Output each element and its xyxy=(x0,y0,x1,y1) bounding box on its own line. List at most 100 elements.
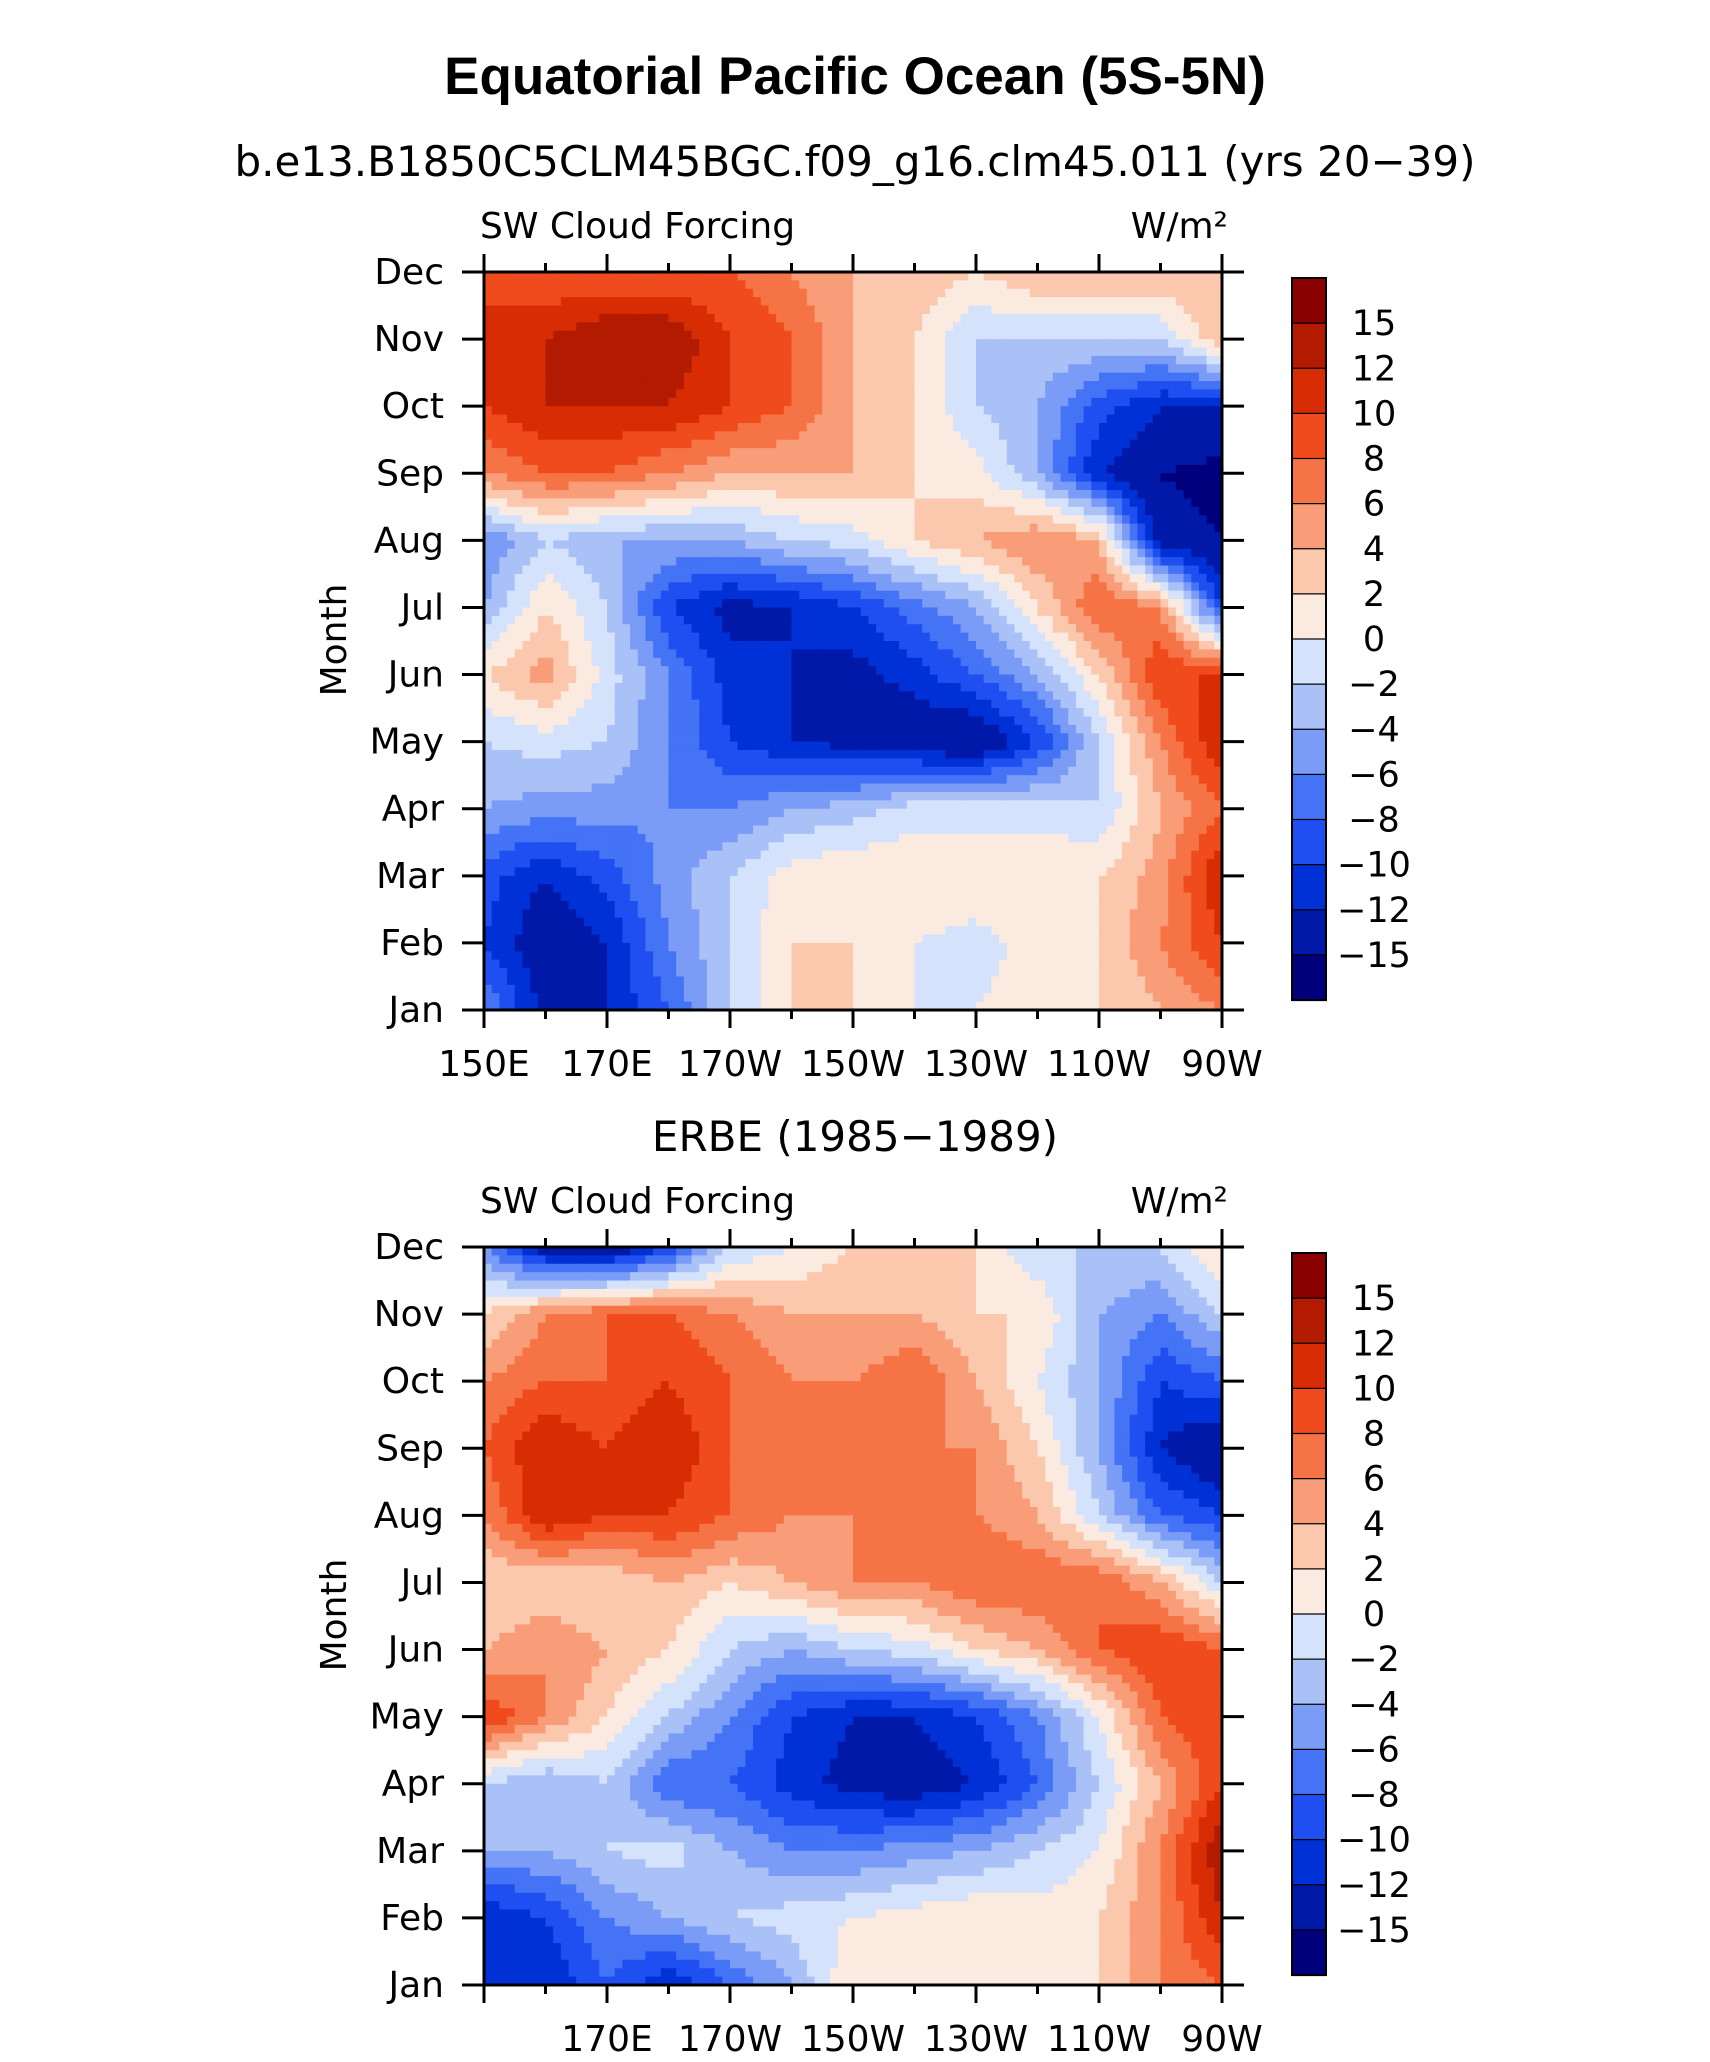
heatmap-cell xyxy=(853,582,862,592)
heatmap-cell xyxy=(1068,506,1077,516)
heatmap-cell xyxy=(1060,523,1069,533)
heatmap-cell xyxy=(1091,615,1100,625)
heatmap-cell xyxy=(630,305,639,315)
heatmap-cell xyxy=(1099,288,1108,298)
heatmap-cell xyxy=(530,347,539,357)
heatmap-cell xyxy=(1122,473,1131,483)
heatmap-cell xyxy=(1137,590,1146,600)
heatmap-cell xyxy=(607,414,616,424)
heatmap-cell xyxy=(1022,422,1031,432)
heatmap-cell xyxy=(484,406,493,416)
heatmap-cell xyxy=(1068,649,1077,659)
heatmap-cell xyxy=(576,490,585,500)
heatmap-cell xyxy=(630,565,639,575)
heatmap-cell xyxy=(1114,406,1123,416)
heatmap-cell xyxy=(653,397,662,407)
heatmap-cell xyxy=(853,464,862,474)
heatmap-cell xyxy=(891,632,900,642)
heatmap-cell xyxy=(952,573,962,583)
heatmap-cell xyxy=(530,297,539,307)
heatmap-cell xyxy=(891,699,900,709)
heatmap-cell xyxy=(530,305,539,315)
heatmap-cell xyxy=(860,682,869,692)
heatmap-cell xyxy=(952,531,962,541)
heatmap-cell xyxy=(522,506,531,516)
heatmap-cell xyxy=(522,406,531,416)
heatmap-cell xyxy=(691,649,700,659)
heatmap-cell xyxy=(806,573,816,583)
heatmap-cell xyxy=(730,641,739,650)
heatmap-cell xyxy=(499,657,508,667)
heatmap-cell xyxy=(691,364,700,374)
heatmap-cell xyxy=(753,288,762,298)
heatmap-cell xyxy=(814,448,823,458)
heatmap-cell xyxy=(760,322,770,332)
heatmap-cell xyxy=(614,272,623,281)
heatmap-cell xyxy=(853,632,862,642)
heatmap-cell xyxy=(1198,372,1208,382)
heatmap-cell xyxy=(576,615,585,625)
heatmap-cell xyxy=(706,272,716,281)
heatmap-cell xyxy=(553,473,562,483)
heatmap-cell xyxy=(906,498,916,508)
heatmap-cell xyxy=(914,288,923,298)
heatmap-cell xyxy=(760,381,770,391)
heatmap-cell xyxy=(860,389,869,399)
heatmap-cell xyxy=(991,540,1000,550)
heatmap-cell xyxy=(868,498,877,508)
heatmap-cell xyxy=(622,582,631,592)
heatmap-cell xyxy=(976,699,985,709)
heatmap-cell xyxy=(722,490,731,500)
heatmap-cell xyxy=(899,531,908,541)
heatmap-cell xyxy=(991,305,1000,315)
heatmap-cell xyxy=(1214,573,1223,583)
heatmap-cell xyxy=(1068,406,1077,416)
heatmap-cell xyxy=(1122,515,1131,525)
heatmap-cell xyxy=(1152,691,1162,701)
heatmap-cell xyxy=(1206,490,1215,500)
heatmap-cell xyxy=(499,288,508,298)
heatmap-cell xyxy=(730,531,739,541)
heatmap-cell xyxy=(1006,607,1016,617)
heatmap-cell xyxy=(1022,506,1031,516)
heatmap-cell xyxy=(1106,372,1115,382)
heatmap-cell xyxy=(676,406,685,416)
heatmap-cell xyxy=(668,548,677,558)
heatmap-cell xyxy=(791,322,800,332)
heatmap-cell xyxy=(730,272,739,281)
heatmap-cell xyxy=(1191,607,1200,617)
heatmap-cell xyxy=(776,322,785,332)
heatmap-cell xyxy=(599,649,608,659)
heatmap-cell xyxy=(845,573,854,583)
heatmap-cell xyxy=(622,406,631,416)
heatmap-cell xyxy=(1045,431,1054,441)
heatmap-cell xyxy=(945,372,954,382)
heatmap-cell xyxy=(922,322,931,332)
heatmap-cell xyxy=(1206,515,1215,525)
heatmap-cell xyxy=(576,557,585,567)
heatmap-cell xyxy=(914,280,923,290)
heatmap-cell xyxy=(1037,431,1046,441)
heatmap-cell xyxy=(730,548,739,558)
heatmap-cell xyxy=(1206,464,1215,474)
heatmap-cell xyxy=(845,280,854,290)
heatmap-cell xyxy=(1106,607,1115,617)
heatmap-cell xyxy=(891,288,900,298)
heatmap-cell xyxy=(637,406,647,416)
heatmap-cell xyxy=(845,557,854,567)
heatmap-cell xyxy=(1099,330,1108,340)
heatmap-cell xyxy=(1191,448,1200,458)
heatmap-cell xyxy=(1083,313,1092,323)
heatmap-cell xyxy=(637,691,647,701)
heatmap-cell xyxy=(1191,439,1200,449)
heatmap-cell xyxy=(1083,414,1092,424)
heatmap-cell xyxy=(653,422,662,432)
heatmap-cell xyxy=(484,355,493,365)
heatmap-cell xyxy=(545,322,554,332)
heatmap-cell xyxy=(1160,565,1169,575)
heatmap-cell xyxy=(860,280,869,290)
heatmap-cell xyxy=(783,406,793,416)
heatmap-cell xyxy=(583,280,593,290)
heatmap-cell xyxy=(876,624,885,634)
heatmap-cell xyxy=(607,607,616,617)
